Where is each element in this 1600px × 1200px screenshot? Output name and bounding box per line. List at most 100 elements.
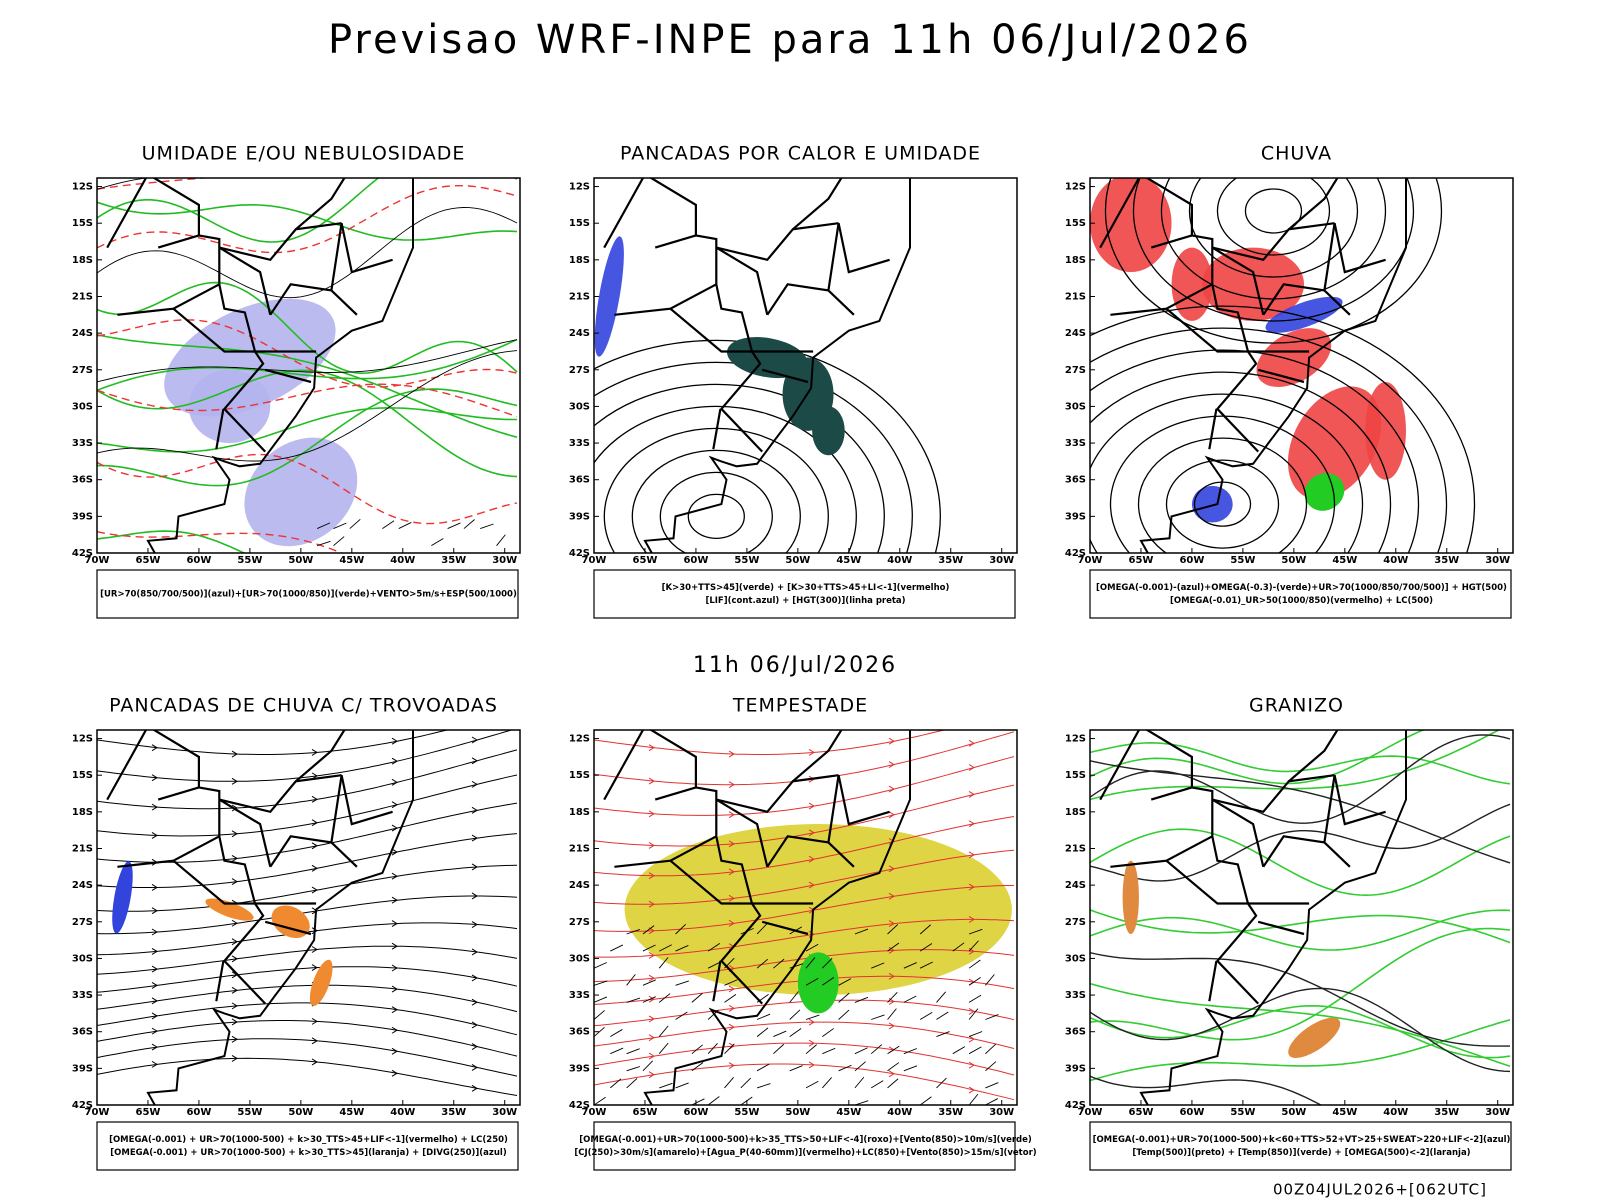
wind-vector <box>626 1066 641 1072</box>
legend-text: [OMEGA(-0.001)+UR>70(1000-500)+k>35_TTS>… <box>579 1135 1032 1145</box>
wind-vector <box>480 523 494 529</box>
wind-vector <box>968 959 981 969</box>
contour-line <box>1216 178 1331 256</box>
wind-vector <box>854 928 869 935</box>
contour-line <box>1109 415 1336 553</box>
streamline-arrow <box>648 927 655 935</box>
wind-vector <box>447 522 461 529</box>
shaded-area <box>1122 860 1139 934</box>
wind-vector <box>805 957 816 969</box>
lat-label: 27S <box>1065 917 1086 928</box>
streamline-arrow <box>311 842 318 850</box>
wind-vector <box>594 962 607 969</box>
border <box>152 730 266 1005</box>
lon-label: 40W <box>887 555 912 566</box>
lon-label: 35W <box>441 555 466 566</box>
border <box>1099 178 1141 249</box>
lat-label: 42S <box>72 548 93 559</box>
streamline <box>97 802 518 863</box>
border <box>1165 859 1248 905</box>
panel-title: PANCADAS DE CHUVA C/ TROVOADAS <box>109 695 498 717</box>
wind-vector <box>936 1031 950 1038</box>
wind-vector <box>675 923 686 935</box>
legend-text: [UR>70(850/700/500)](azul)+[UR>70(1000/8… <box>100 590 517 600</box>
wind-vector <box>887 1008 897 1020</box>
wind-vector <box>887 1062 900 1072</box>
streamline-arrow <box>808 1039 815 1047</box>
legend-box <box>593 1121 1016 1171</box>
border <box>172 307 255 353</box>
streamline-arrow <box>648 952 655 959</box>
streamline-arrow <box>471 1043 478 1050</box>
wind-vector <box>854 1061 866 1072</box>
lon-label: 55W <box>734 1107 759 1118</box>
map <box>1090 178 1476 553</box>
wind-vector <box>431 538 444 547</box>
wind-vector <box>333 522 347 529</box>
wind-vector <box>691 992 703 1003</box>
lon-label: 35W <box>938 555 963 566</box>
streamline-arrow <box>151 997 158 1005</box>
streamline-arrow <box>968 820 975 828</box>
map-frame <box>96 177 521 554</box>
lat-label: 36S <box>72 1027 93 1038</box>
coastline <box>146 178 414 553</box>
border <box>654 234 697 249</box>
streamline-arrow <box>231 777 238 785</box>
streamline-arrow <box>728 894 735 902</box>
wind-vector <box>691 1062 704 1072</box>
lat-label: 24S <box>1065 880 1086 891</box>
border <box>766 835 855 868</box>
wind-vector <box>936 1011 949 1020</box>
contour-line <box>97 207 518 299</box>
wind-vector <box>740 1077 752 1089</box>
lon-label: 30W <box>492 555 517 566</box>
lat-label: 33S <box>72 990 93 1001</box>
panel-title: TEMPESTADE <box>732 695 868 717</box>
contour-line <box>1090 987 1511 1073</box>
lat-label: 30S <box>72 401 93 412</box>
lon-label: 70W <box>1078 1107 1103 1118</box>
streamline-arrow <box>808 881 815 889</box>
lat-label: 24S <box>569 328 590 339</box>
streamline-arrow <box>968 915 975 923</box>
border <box>330 223 343 291</box>
lat-label: 18S <box>1065 255 1086 266</box>
wind-vector <box>463 519 475 529</box>
wind-vector <box>919 924 931 935</box>
lat-label: 30S <box>72 953 93 964</box>
wind-vector <box>919 943 933 952</box>
wind-vector <box>756 958 769 969</box>
lat-label: 42S <box>1065 1100 1086 1111</box>
wind-vector <box>871 962 885 969</box>
wind-vector <box>756 1063 770 1072</box>
shaded-area <box>188 369 271 444</box>
border <box>761 920 809 936</box>
wind-vector <box>773 958 785 969</box>
contour-line <box>1090 828 1511 897</box>
streamline-arrow <box>311 819 318 827</box>
lat-label: 24S <box>569 880 590 891</box>
border <box>1262 835 1351 868</box>
lon-label: 45W <box>339 1107 364 1118</box>
streamline <box>594 730 946 755</box>
streamline-arrow <box>968 883 975 891</box>
streamline-arrow <box>728 1004 735 1012</box>
streamline-arrow <box>231 938 238 946</box>
border <box>219 222 342 262</box>
shaded-area <box>309 959 333 1006</box>
shaded-area <box>1191 485 1233 523</box>
streamline-arrow <box>888 865 895 873</box>
map-frame <box>96 729 521 1106</box>
main-title: Previsao WRF-INPE para 11h 06/Jul/2026 <box>328 17 1252 63</box>
wind-vector <box>707 961 721 969</box>
wind-vector <box>756 1013 771 1020</box>
streamline <box>594 949 1015 983</box>
streamline <box>594 884 1015 932</box>
streamline <box>97 1038 518 1077</box>
lon-label: 70W <box>582 555 607 566</box>
streamline-arrow <box>471 948 478 956</box>
lat-label: 42S <box>569 548 590 559</box>
streamline <box>594 731 1015 786</box>
lat-label: 42S <box>1065 548 1086 559</box>
